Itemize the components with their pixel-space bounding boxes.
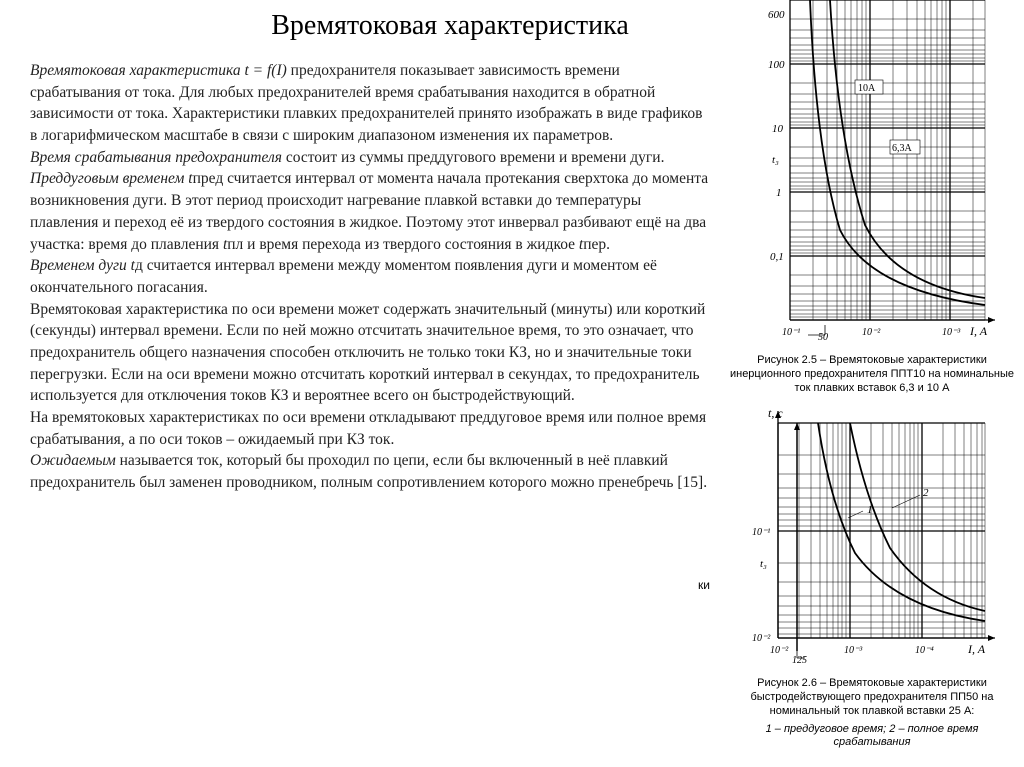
svg-text:t₃: t₃ bbox=[760, 558, 767, 570]
text-column: Времятоковая характеристика Времятоковая… bbox=[0, 0, 720, 767]
p7-rest: называется ток, который бы проходил по ц… bbox=[30, 452, 707, 491]
p3-f: пер. bbox=[583, 236, 610, 253]
figure-2-6: ки bbox=[720, 403, 1024, 750]
svg-text:125: 125 bbox=[792, 655, 807, 666]
curve-label-2: 2 bbox=[923, 487, 929, 499]
paragraph-2: Время срабатывания предохранителя состои… bbox=[30, 147, 710, 169]
svg-text:t₃: t₃ bbox=[772, 154, 779, 166]
p1-emphasis: Времятоковая характеристика t = f(I) bbox=[30, 62, 287, 79]
body-text: Времятоковая характеристика t = f(I) пре… bbox=[30, 60, 710, 494]
figure-2-5: 10A 6,3A 600 100 10 t₃ 1 0,1 10⁻¹ 50 10⁻… bbox=[720, 0, 1024, 395]
svg-text:10⁻¹: 10⁻¹ bbox=[782, 327, 800, 338]
paragraph-4: Временем дуги tд считается интервал врем… bbox=[30, 255, 710, 298]
curve-label-1: 1 bbox=[867, 504, 873, 516]
y-axis-label-26: t, c bbox=[768, 406, 783, 420]
svg-text:10⁻²: 10⁻² bbox=[752, 633, 771, 644]
p2-emphasis: Время срабатывания предохранителя bbox=[30, 149, 282, 166]
p3-d: пл и время перехода из твердого состояни… bbox=[227, 236, 579, 253]
svg-text:50: 50 bbox=[818, 332, 828, 343]
svg-text:10: 10 bbox=[772, 123, 784, 135]
svg-text:10⁻¹: 10⁻¹ bbox=[752, 527, 770, 538]
paragraph-6: На времятоковых характеристиках по оси в… bbox=[30, 407, 710, 450]
svg-text:0,1: 0,1 bbox=[770, 251, 784, 263]
paragraph-1: Времятоковая характеристика t = f(I) пре… bbox=[30, 60, 710, 147]
svg-text:1: 1 bbox=[776, 187, 782, 199]
figure-column: 10A 6,3A 600 100 10 t₃ 1 0,1 10⁻¹ 50 10⁻… bbox=[720, 0, 1024, 767]
p4-emphasis: Временем дуги t bbox=[30, 257, 135, 274]
figure-2-5-caption: Рисунок 2.5 – Времятоковые характеристик… bbox=[720, 350, 1024, 395]
page-root: Времятоковая характеристика Времятоковая… bbox=[0, 0, 1024, 767]
svg-text:100: 100 bbox=[768, 59, 785, 71]
curve-label-10a: 10A bbox=[858, 83, 876, 94]
paragraph-3: Преддуговым временем tпред считается инт… bbox=[30, 168, 710, 255]
paragraph-5: Времятоковая характеристика по оси време… bbox=[30, 299, 710, 407]
figure-2-6-caption2: 1 – преддуговое время; 2 – полное время … bbox=[720, 719, 1024, 751]
x-axis-label: I, A bbox=[969, 324, 988, 338]
paragraph-7: Ожидаемым называется ток, который бы про… bbox=[30, 450, 710, 493]
curve-label-63a: 6,3A bbox=[892, 143, 913, 154]
p3-emphasis: Преддуговым временем t bbox=[30, 170, 193, 187]
chart-svg-2-5: 10A 6,3A 600 100 10 t₃ 1 0,1 10⁻¹ 50 10⁻… bbox=[720, 0, 1000, 345]
svg-text:10⁻⁴: 10⁻⁴ bbox=[915, 645, 934, 656]
p2-rest: состоит из суммы преддугового времени и … bbox=[282, 149, 665, 166]
x-axis-label-26: I, A bbox=[967, 642, 986, 656]
figure-2-6-caption: Рисунок 2.6 – Времятоковые характеристик… bbox=[720, 673, 1024, 718]
svg-text:10⁻³: 10⁻³ bbox=[844, 645, 863, 656]
svg-text:10⁻³: 10⁻³ bbox=[942, 327, 961, 338]
page-title: Времятоковая характеристика bbox=[30, 10, 710, 42]
svg-text:10⁻²: 10⁻² bbox=[770, 645, 789, 656]
y-top: 600 bbox=[768, 9, 785, 21]
chart-svg-2-6: 1 2 t, c 10⁻¹ t₃ 10⁻² 10⁻² 125 10⁻³ 10⁻⁴… bbox=[720, 403, 1000, 668]
svg-text:10⁻²: 10⁻² bbox=[862, 327, 881, 338]
marginal-text: ки bbox=[698, 578, 710, 592]
p7-emphasis: Ожидаемым bbox=[30, 452, 116, 469]
